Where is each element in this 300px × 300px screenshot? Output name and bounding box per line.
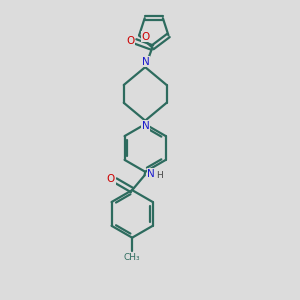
Text: O: O bbox=[142, 32, 150, 42]
Text: CH₃: CH₃ bbox=[124, 253, 140, 262]
Text: O: O bbox=[126, 36, 134, 46]
Text: N: N bbox=[142, 57, 150, 67]
Text: H: H bbox=[156, 171, 163, 180]
Text: O: O bbox=[107, 174, 115, 184]
Text: N: N bbox=[147, 169, 155, 179]
Text: N: N bbox=[142, 121, 150, 131]
